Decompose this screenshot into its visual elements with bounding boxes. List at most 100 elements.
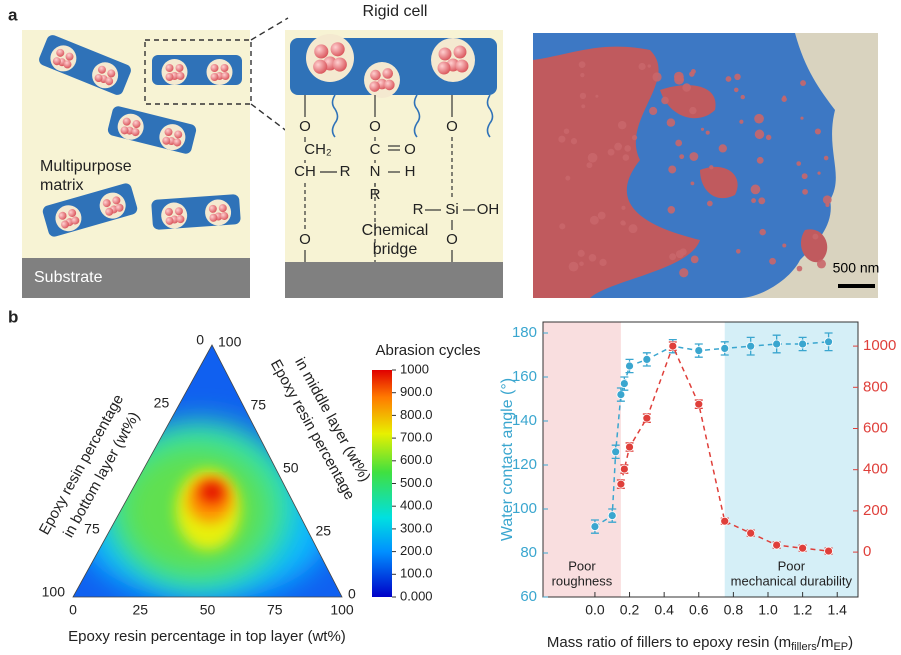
sem-particle: [679, 268, 689, 278]
x-axis-label-part: EP: [833, 641, 848, 653]
region-label: Poor: [778, 558, 806, 573]
sem-particle: [661, 96, 669, 105]
sem-particle: [740, 94, 745, 100]
colorbar-title: Abrasion cycles: [375, 342, 480, 359]
bridge-schematic: Rigid cell Chemical bridge: [285, 3, 503, 298]
bottom-tick-label: 25: [132, 602, 148, 618]
x-axis-label-part: ): [848, 634, 853, 651]
sem-particle: [621, 205, 626, 210]
x-tick-label: 1.4: [827, 602, 847, 618]
y-tick-label: 160: [512, 368, 537, 385]
particle: [221, 72, 230, 80]
sem-particle: [700, 127, 705, 131]
sem-particle: [800, 80, 806, 86]
substrate: [22, 258, 250, 298]
colorbar-tick-label: 200.0: [400, 543, 433, 558]
chemical-symbol: O: [446, 231, 458, 248]
right-tick-label: 25: [316, 523, 332, 539]
sem-particle: [706, 200, 713, 207]
particle: [382, 68, 394, 79]
sem-particle: [631, 134, 638, 141]
data-point: [616, 479, 626, 489]
y-tick-label: 80: [520, 544, 537, 561]
chemical-symbol: O: [299, 118, 311, 135]
colorbar-tick-label: 500.0: [400, 475, 433, 490]
sem-particle: [588, 253, 597, 262]
sem-particle: [759, 228, 766, 236]
bottom-tick-label: 75: [267, 602, 283, 618]
sem-particle: [618, 144, 622, 148]
colorbar-tick-label: 0.000: [400, 588, 433, 603]
colorbar: [372, 370, 392, 597]
sem-particle: [739, 119, 744, 124]
particle: [56, 48, 65, 57]
bridge-label: bridge: [373, 241, 418, 258]
sem-particle: [580, 72, 585, 78]
data-point: [642, 413, 652, 423]
particle: [218, 204, 227, 213]
matrix-schematic: Multipurpose matrix Substrate: [22, 17, 289, 298]
left-tick-label: 75: [84, 521, 100, 537]
right-tick-label: 0: [348, 586, 356, 602]
sem-particle: [754, 129, 765, 140]
x-tick-label: 0.8: [724, 602, 744, 618]
sem-particle: [814, 128, 821, 135]
colorbar-tick-label: 700.0: [400, 430, 433, 445]
chemical-symbol: R: [370, 186, 381, 203]
x-axis-label-part: /m: [817, 634, 834, 651]
particle: [174, 207, 183, 216]
sem-image: 500 nm: [533, 33, 880, 299]
zoom-line: [250, 17, 289, 41]
sem-particle: [652, 72, 662, 82]
particle: [174, 130, 183, 139]
sem-particle: [754, 113, 764, 124]
chemical-symbol: O: [369, 118, 381, 135]
particle: [370, 69, 381, 81]
alkyl-chain: [486, 94, 494, 138]
sem-particle: [558, 135, 566, 143]
data-point: [720, 343, 730, 353]
panel-label: a: [8, 5, 18, 24]
sem-particle: [802, 188, 808, 195]
right-tick-label: 100: [218, 334, 242, 350]
sem-particle: [581, 104, 586, 109]
left-tick-label: 0: [196, 332, 204, 348]
data-point: [746, 341, 756, 351]
particle: [94, 74, 103, 83]
sem-particle: [751, 198, 757, 204]
sem-red-region: [700, 166, 738, 199]
chemical-symbol: O: [299, 231, 311, 248]
sem-particle: [796, 161, 802, 166]
data-point: [611, 447, 621, 457]
plot-frame: [542, 321, 859, 598]
sem-particle: [668, 165, 677, 174]
sem-particle: [750, 184, 761, 195]
sem-particle: [689, 71, 695, 77]
data-point: [694, 346, 704, 356]
particle: [438, 47, 452, 61]
y-tick-label: 180: [512, 324, 537, 341]
scale-bar-label: 500 nm: [833, 260, 880, 276]
right-tick-label: 50: [283, 460, 299, 476]
sem-particle: [765, 134, 772, 141]
colorbar-tick-label: 1000: [400, 361, 429, 376]
data-point: [642, 354, 652, 364]
sem-particle: [733, 87, 739, 93]
sem-particle: [599, 258, 607, 267]
sem-particle: [649, 106, 658, 116]
chemical-symbol: C: [370, 141, 381, 158]
matrix-label: Multipurpose: [40, 158, 132, 175]
sem-particle: [718, 144, 727, 153]
particle: [120, 126, 129, 135]
sem-particle: [756, 156, 764, 164]
particle: [165, 73, 174, 81]
ternary-bottom-label: Epoxy resin percentage in top layer (wt%…: [68, 628, 346, 645]
rigid-cell: [107, 106, 197, 154]
sem-particle: [589, 215, 599, 225]
y2-tick-label: 600: [863, 419, 888, 436]
particle: [63, 60, 72, 69]
sem-particle: [638, 62, 646, 71]
sem-particle: [725, 76, 732, 82]
data-point: [607, 511, 617, 520]
particle: [107, 69, 116, 78]
